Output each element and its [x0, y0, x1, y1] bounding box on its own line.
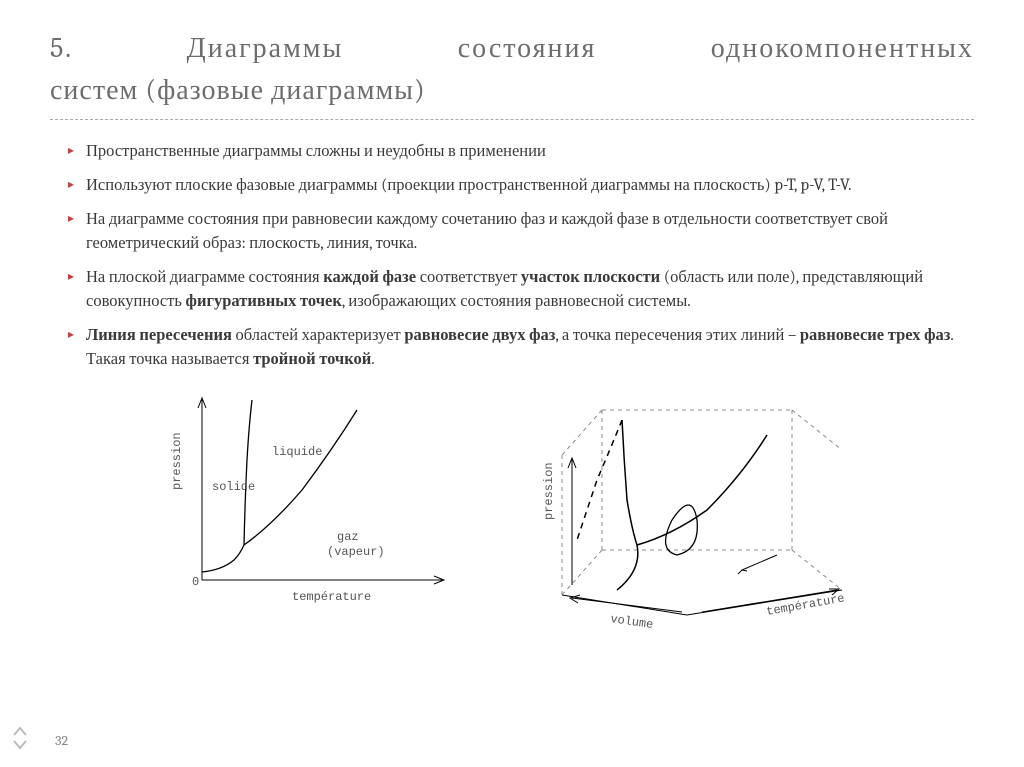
bullet-item: Используют плоские фазовые диаграммы (пр… — [68, 174, 974, 198]
nav-arrows — [12, 725, 28, 751]
bullet-text: Линия пересечения областей характеризует… — [86, 326, 953, 369]
phase-diagram-2d: 0 pression température solide liquide ga… — [162, 390, 462, 634]
z-axis-3d-label: volume — [609, 612, 654, 630]
phase-diagram-3d: pression température volume — [542, 390, 862, 634]
bullet-item: На диаграмме состояния при равновесии ка… — [68, 208, 974, 256]
slide-title-line2: систем (фазовые диаграммы) — [50, 74, 974, 107]
page-number: 32 — [55, 732, 68, 749]
slide-content: 5. Диаграммы состояния однокомпонентных … — [0, 0, 1024, 654]
region-solid: solide — [212, 480, 255, 494]
region-gas: gaz — [337, 530, 359, 544]
title-divider — [50, 119, 974, 120]
origin-label: 0 — [192, 575, 199, 589]
bullet-text: На диаграмме состояния при равновесии ка… — [86, 210, 888, 253]
region-vapor: (vapeur) — [327, 545, 385, 559]
x-axis-label: température — [292, 590, 371, 604]
vapor-curve — [244, 410, 357, 545]
bullet-item: На плоской диаграмме состояния каждой фа… — [68, 266, 974, 314]
bullet-item: Пространственные диаграммы сложны и неуд… — [68, 140, 974, 164]
y-axis-3d-label: pression — [542, 462, 556, 520]
diagram-2d-svg: 0 pression température solide liquide ga… — [162, 390, 462, 610]
bullet-text: Используют плоские фазовые диаграммы (пр… — [86, 176, 851, 195]
region-liquid: liquide — [272, 445, 322, 459]
slide-title-line1: 5. Диаграммы состояния однокомпонентных — [50, 30, 974, 66]
y-axis-label: pression — [170, 432, 184, 490]
bullet-text: Пространственные диаграммы сложны и неуд… — [86, 142, 546, 161]
bullet-item: Линия пересечения областей характеризует… — [68, 324, 974, 372]
fusion-curve — [244, 400, 252, 545]
bullet-list: Пространственные диаграммы сложны и неуд… — [50, 140, 974, 371]
nav-up-icon[interactable] — [12, 725, 28, 737]
bullet-text: На плоской диаграмме состояния каждой фа… — [86, 268, 923, 311]
nav-down-icon[interactable] — [12, 739, 28, 751]
diagrams-row: 0 pression température solide liquide ga… — [50, 390, 974, 634]
diagram-3d-svg: pression température volume — [542, 390, 862, 630]
sublimation-curve — [202, 545, 244, 572]
